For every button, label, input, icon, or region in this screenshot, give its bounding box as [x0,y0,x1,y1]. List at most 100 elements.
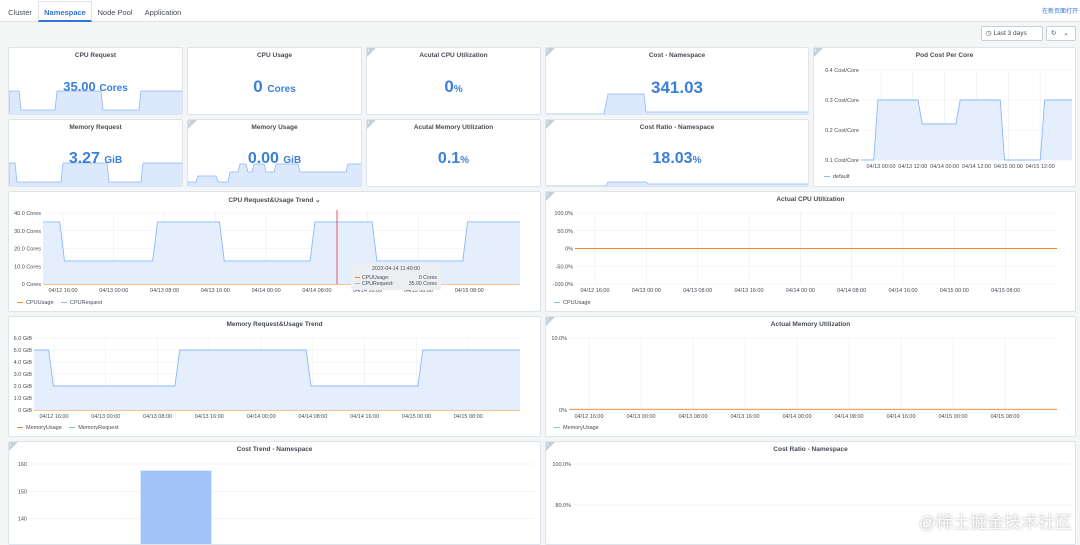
x-tick-label: 04/13 00:00 [632,288,661,294]
y-tick-label: 10.0% [551,336,567,342]
stat-value: 18.03 [653,150,693,167]
tab-application[interactable]: Application [138,1,188,22]
x-tick-label: 04/13 08:00 [678,414,707,420]
y-tick-label: 100.0% [554,211,573,217]
stat-unit: GiB [283,155,301,166]
chart-tooltip: 2022-04-14 11:40:00 CPUUsage:0 Cores CPU… [351,263,441,290]
x-tick-label: 04/12 16:00 [574,414,603,420]
y-tick-label: 160 [18,462,27,468]
y-tick-label: 30.0 Cores [14,229,41,235]
y-tick-label: 150 [18,489,27,495]
stat-unit: % [454,84,463,95]
tooltip-value: 35.00 Cores [409,281,437,287]
x-tick-label: 04/13 16:00 [201,288,230,294]
x-tick-label: 04/15 08:00 [455,288,484,294]
stat-unit: % [693,155,702,166]
series-area-CPURequest [43,222,520,284]
y-tick-label: 40.0 Cores [14,211,41,217]
y-tick-label: 4.0 GiB [14,360,33,366]
x-tick-label: 04/14 08:00 [834,414,863,420]
x-tick-label: 04/13 16:00 [730,414,759,420]
cpu-usage-panel: CPU Usage 0 Cores [187,47,362,115]
x-tick-label: 04/13 00:00 [866,164,895,170]
x-tick-label: 04/12 16:00 [39,414,68,420]
stat-unit: Cores [99,83,127,94]
actual-memory-utilization-chart-panel: i Actual Memory Utilization 10.0%0%04/12… [545,316,1076,437]
stat-unit: % [460,155,469,166]
x-tick-label: 04/15 08:00 [991,288,1020,294]
x-tick-label: 04/12 16:00 [580,288,609,294]
actual-memory-utilization-panel: i Acutal Memory Utilization 0.1% [366,119,541,187]
y-tick-label: 3.0 GiB [14,372,33,378]
stat-value: 0 [253,77,262,96]
open-new-window-link[interactable]: 在新页面打开 [1042,6,1078,15]
clock-icon: ◷ [986,30,992,37]
legend-item[interactable]: MemoryRequest [69,425,118,431]
legend-item[interactable]: CPURequest [61,300,102,306]
refresh-icon: ↻ [1051,30,1056,37]
y-tick-label: 0 GiB [18,408,32,414]
x-tick-label: 04/14 00:00 [782,414,811,420]
x-tick-label: 04/12 16:00 [48,288,77,294]
x-tick-label: 04/14 12:00 [962,164,991,170]
y-tick-label: 100.0% [552,462,571,468]
x-tick-label: 04/15 00:00 [402,414,431,420]
cpu-request-panel: CPU Request 35.00 Cores [8,47,183,115]
y-tick-label: 0% [559,408,567,414]
legend-item[interactable]: default [824,174,850,180]
cost-trend-panel: i Cost Trend - Namespace 160150140130 [8,441,541,545]
x-tick-label: 04/14 00:00 [786,288,815,294]
x-tick-label: 04/14 08:00 [302,288,331,294]
y-tick-label: 10.0 Cores [14,264,41,270]
legend-label: MemoryUsage [563,425,599,431]
legend-item[interactable]: MemoryUsage [554,425,599,431]
x-tick-label: 04/15 08:00 [454,414,483,420]
legend-item[interactable]: CPUUsage [17,300,54,306]
x-tick-label: 04/15 00:00 [994,164,1023,170]
x-tick-label: 04/15 12:00 [1026,164,1055,170]
cost-trend-chart[interactable]: 160150140130 [9,442,541,545]
watermark: @稀土掘金技术社区 [919,508,1072,533]
cpu-trend-chart[interactable]: 40.0 Cores 30.0 Cores 20.0 Cores 10.0 Cores… [9,192,541,312]
x-tick-label: 04/15 08:00 [990,414,1019,420]
time-range-picker[interactable]: ◷ Last 3 days [981,26,1043,41]
stat-unit: GiB [104,155,122,166]
legend-item[interactable]: CPUUsage [554,300,591,306]
y-tick-label: 2.0 GiB [14,384,33,390]
tab-cluster[interactable]: Cluster [2,1,38,22]
x-tick-label: 04/15 00:00 [938,414,967,420]
y-tick-label: 0.1 Cost/Core [825,158,859,164]
x-tick-label: 04/14 08:00 [837,288,866,294]
y-tick-label: -100.0% [553,282,574,288]
legend-label: CPUUsage [563,300,591,306]
x-tick-label: 04/13 12:00 [898,164,927,170]
y-tick-label: 5.0 GiB [14,348,33,354]
bar [141,471,211,545]
tooltip-label: CPURequest: [362,281,394,287]
y-tick-label: 1.0 GiB [14,396,33,402]
actual-memory-chart[interactable]: 10.0% 0% 04/12 16:00 04/13 00:00 04/13 08:00… [546,317,1076,437]
legend-item[interactable]: MemoryUsage [17,425,62,431]
cost-namespace-panel: i Cost - Namespace 341.03 [545,47,809,115]
actual-cpu-utilization-chart-panel: i Actual CPU Utilization 100.0%50.0%0%-5… [545,191,1076,312]
stat-unit: Cores [267,84,295,95]
tab-node-pool[interactable]: Node Pool [92,1,138,22]
stat-value: 0.1 [438,150,460,167]
x-tick-label: 04/13 00:00 [626,414,655,420]
chart-legend: CPUUsage CPURequest [17,300,102,306]
stat-value: 3.27 [69,150,100,167]
y-tick-label: 20.0 Cores [14,247,41,253]
refresh-button[interactable]: ↻ ⌄ [1046,26,1076,41]
panel-title: CPU Usage [188,52,361,59]
tab-namespace[interactable]: Namespace [38,1,92,22]
cost-ratio-stat-panel: i Cost Ratio - Namespace 18.03% [545,119,809,187]
memory-usage-panel: i Memory Usage 0.00 GiB [187,119,362,187]
x-tick-label: 04/14 00:00 [252,288,281,294]
x-tick-label: 04/14 00:00 [247,414,276,420]
